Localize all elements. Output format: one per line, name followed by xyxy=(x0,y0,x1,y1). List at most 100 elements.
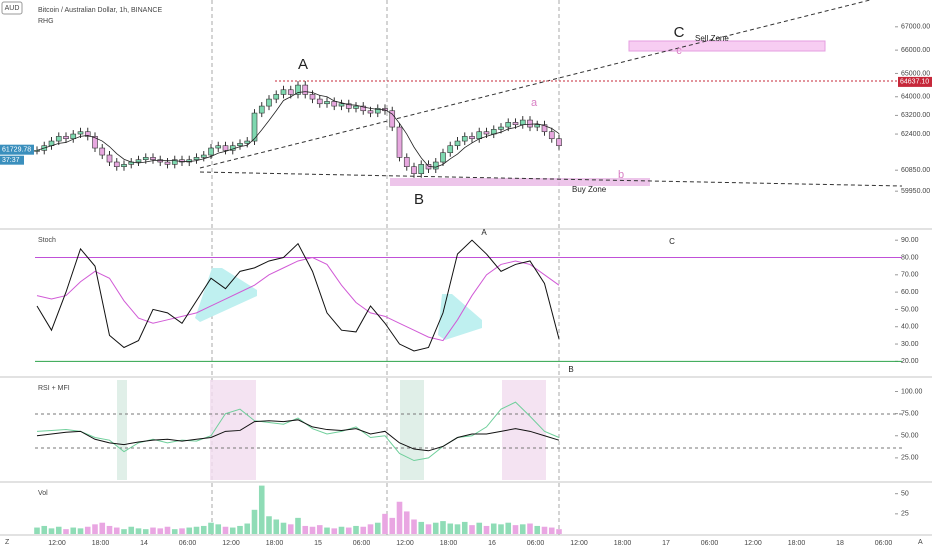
candle xyxy=(287,89,294,95)
volume-bar xyxy=(157,528,164,534)
volume-bar xyxy=(541,526,548,534)
mfi-line xyxy=(36,401,560,462)
volume-bar xyxy=(113,527,120,534)
volume-bar xyxy=(258,485,265,534)
volume-bar xyxy=(374,522,381,534)
volume-bar xyxy=(266,516,272,534)
candle xyxy=(142,157,149,161)
candle xyxy=(389,110,396,128)
volume-bar xyxy=(461,521,468,534)
volume-bar xyxy=(77,528,84,534)
volume-bar xyxy=(331,528,338,534)
volume-bar xyxy=(403,511,410,534)
y-tick-label: 20.00 xyxy=(901,358,919,365)
time-label: 12:00 xyxy=(744,540,762,547)
volume-bar xyxy=(411,519,417,534)
volume-bar xyxy=(164,526,171,534)
candle xyxy=(77,131,84,135)
volume-bar xyxy=(273,519,280,534)
candle xyxy=(200,154,207,158)
candle xyxy=(113,161,120,167)
volume-bar xyxy=(55,526,62,534)
volume-bar xyxy=(99,522,106,534)
candle xyxy=(244,140,251,144)
volume-bar xyxy=(389,517,396,534)
y-tick-label: 60.00 xyxy=(901,289,919,296)
volume-bar xyxy=(512,525,519,534)
volume-bar xyxy=(440,521,446,534)
currency-badge xyxy=(1,1,23,15)
candle xyxy=(295,84,301,95)
volume-bar xyxy=(556,529,562,534)
y-tick-label: 62400.00 xyxy=(901,131,930,138)
currency-badge-text: AUD xyxy=(5,5,20,12)
candle xyxy=(331,101,338,107)
candle xyxy=(34,150,40,152)
price-badge xyxy=(898,76,932,87)
candle xyxy=(193,157,200,161)
volume-bar xyxy=(208,522,214,534)
time-label: 15 xyxy=(314,540,322,547)
time-label: 16 xyxy=(488,540,496,547)
volume-bar xyxy=(454,524,461,534)
volume-bar xyxy=(244,523,251,534)
candle xyxy=(106,154,113,163)
candle xyxy=(498,126,504,130)
wave-sub-label: b xyxy=(618,169,624,181)
time-label: 18:00 xyxy=(788,540,806,547)
candle xyxy=(367,110,374,114)
time-label: 18 xyxy=(836,540,844,547)
sell-zone-box xyxy=(628,40,826,52)
y-tick-label: 100.00 xyxy=(901,388,923,395)
y-tick-label: 65000.00 xyxy=(901,70,930,77)
y-tick-label: 50.00 xyxy=(901,306,919,313)
candle xyxy=(258,105,265,114)
volume-bar xyxy=(519,524,526,534)
candle xyxy=(251,112,258,142)
panel-title: Stoch xyxy=(38,237,56,244)
candle xyxy=(208,147,214,156)
candle xyxy=(360,105,367,112)
wave-sub-label: c xyxy=(676,45,682,57)
oversold-zone xyxy=(117,380,127,480)
volume-bar xyxy=(229,527,236,534)
zone-label: Sell Zone xyxy=(695,34,729,43)
y-tick-label: 25.00 xyxy=(901,455,919,462)
y-tick-label: 50 xyxy=(901,491,909,498)
volume-bar xyxy=(490,523,497,534)
time-label: 12:00 xyxy=(48,540,66,547)
volume-bar xyxy=(548,527,555,534)
volume-bar xyxy=(425,524,432,534)
stoch-highlight xyxy=(195,268,257,322)
time-label: 12:00 xyxy=(222,540,240,547)
candle xyxy=(150,157,156,161)
candle xyxy=(121,164,127,167)
wave-label: B xyxy=(414,191,424,208)
candle xyxy=(418,164,425,174)
countdown-text: 37:37 xyxy=(2,157,20,164)
volume-bar xyxy=(48,528,55,534)
candle xyxy=(222,145,229,151)
candle xyxy=(338,103,345,107)
panel-title: RSI + MFI xyxy=(38,385,70,392)
candle xyxy=(266,98,272,107)
y-tick-label: 59950.00 xyxy=(901,188,930,195)
axis-corner: Z xyxy=(5,539,10,546)
y-tick-label: 70.00 xyxy=(901,272,919,279)
volume-bar xyxy=(302,525,309,534)
volume-bar xyxy=(280,522,287,534)
candle xyxy=(70,133,77,140)
stoch-label: B xyxy=(568,365,573,374)
volume-bar xyxy=(324,527,330,534)
candle xyxy=(440,152,446,163)
candle xyxy=(55,136,62,142)
volume-bar xyxy=(63,529,69,534)
volume-bar xyxy=(534,525,541,534)
candle xyxy=(324,101,330,105)
y-tick-label: 60850.00 xyxy=(901,167,930,174)
candle xyxy=(505,122,512,128)
time-label: 18:00 xyxy=(440,540,458,547)
volume-bar xyxy=(345,527,352,534)
wave-label: C xyxy=(674,24,685,41)
